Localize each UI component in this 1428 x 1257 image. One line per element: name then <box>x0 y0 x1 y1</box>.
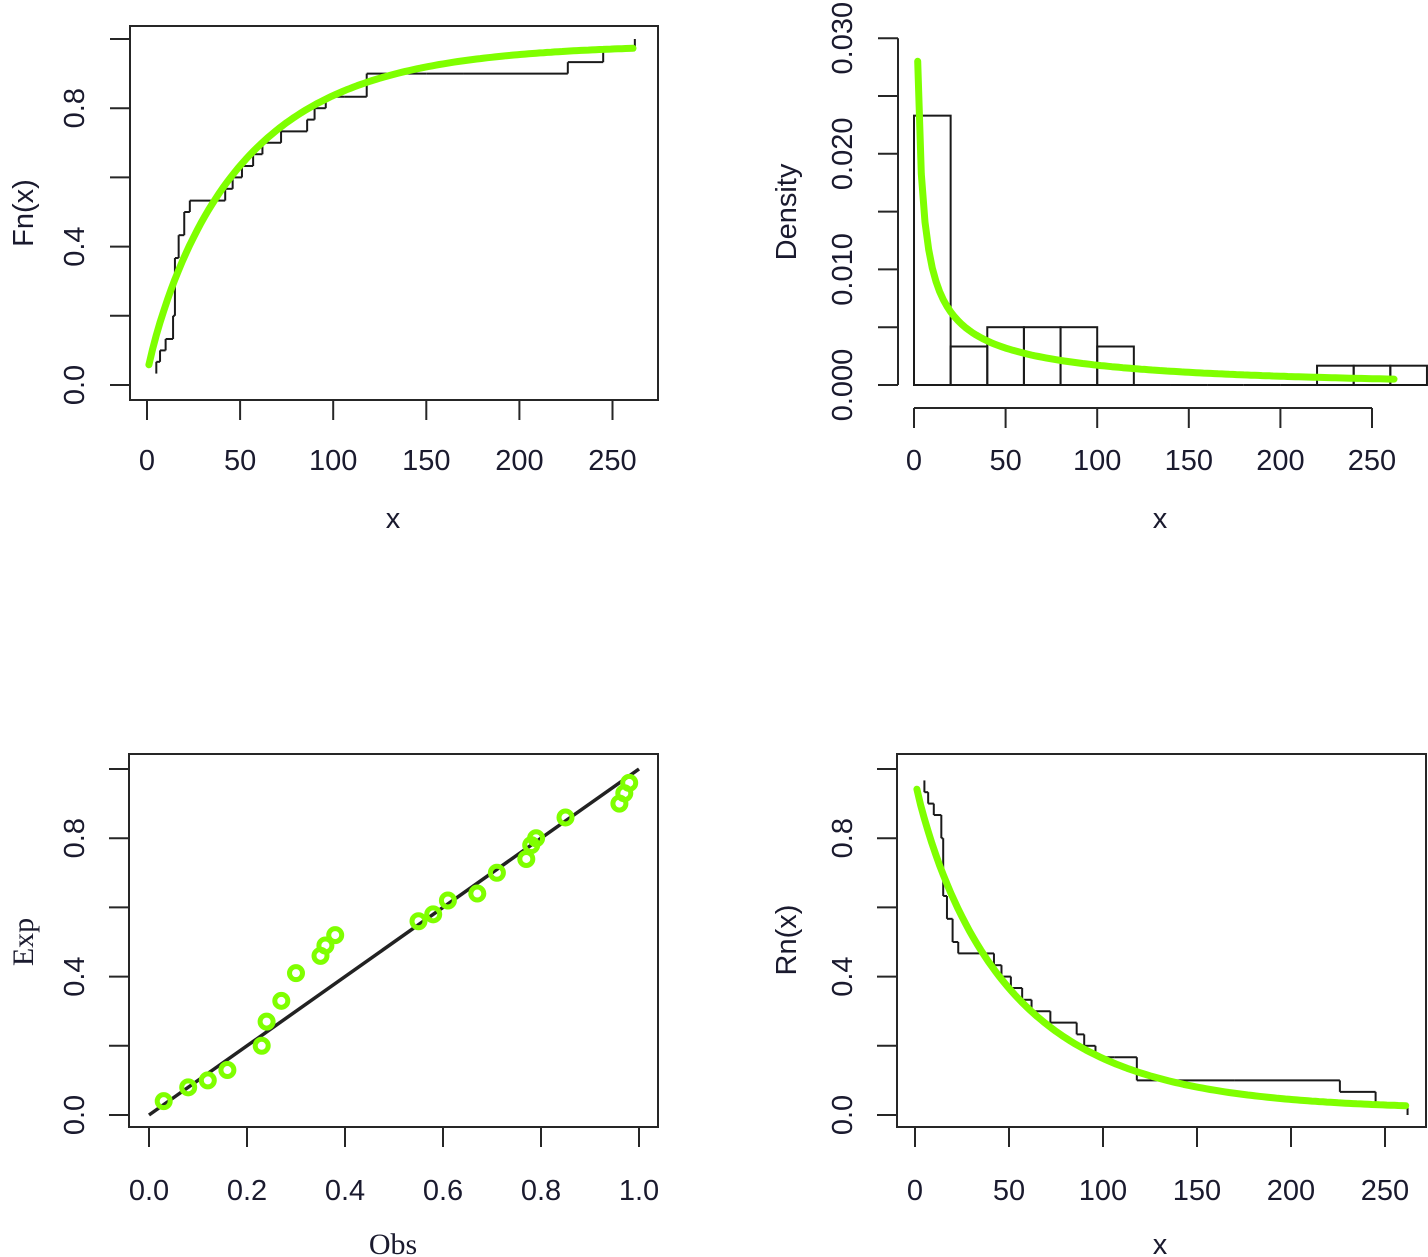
pp-point <box>409 912 428 931</box>
y-tick-label: 0.010 <box>827 233 859 306</box>
ecdf-y-ticks: 0.0 0.4 0.8 <box>59 38 130 405</box>
survival-plot-area <box>913 780 1410 1115</box>
pp-point <box>468 884 487 903</box>
pp-point <box>620 773 639 792</box>
x-tick-label: 100 <box>309 445 357 477</box>
pp-y-ticks: 0.0 0.4 0.8 <box>59 768 129 1135</box>
pp-point <box>257 1012 276 1031</box>
x-tick-label: 50 <box>989 445 1021 477</box>
pp-point <box>287 964 305 983</box>
y-tick-label: 0.8 <box>59 818 91 858</box>
pp-point <box>424 905 443 924</box>
pp-plot-area <box>147 767 641 1117</box>
survival-fit-curve <box>913 785 1410 1110</box>
x-tick-label: 0.2 <box>227 1175 267 1207</box>
x-tick-label: 250 <box>1361 1175 1409 1207</box>
y-tick-label: 0.4 <box>59 956 91 996</box>
pp-point <box>487 863 506 882</box>
x-tick-label: 150 <box>1173 1175 1221 1207</box>
histogram-x-axis-title: x <box>1153 503 1168 535</box>
y-tick-label: 0.030 <box>827 2 859 75</box>
y-tick-label: 0.4 <box>59 226 91 266</box>
x-tick-label: 0 <box>907 1175 923 1207</box>
pp-y-axis-title: Exp <box>7 918 40 966</box>
histogram-y-ticks: 0.000 0.010 0.020 0.030 <box>827 2 899 422</box>
x-tick-label: 1.0 <box>619 1175 659 1207</box>
x-tick-label: 0.8 <box>521 1175 561 1207</box>
survival-panel: 0 50 100 150 200 250 0.0 0.4 0.8 x Rn(x) <box>771 753 1427 1257</box>
x-tick-label: 100 <box>1073 445 1121 477</box>
y-tick-label: 0.8 <box>827 818 859 858</box>
pp-plot-box <box>128 753 659 1128</box>
pp-point <box>556 808 575 827</box>
pp-point <box>198 1071 217 1090</box>
y-tick-label: 0.0 <box>59 365 91 405</box>
pp-x-axis-title: Obs <box>369 1228 417 1257</box>
ecdf-fit-curve <box>145 44 637 369</box>
pp-point <box>316 936 335 955</box>
ecdf-y-axis-title: Fn(x) <box>8 179 40 247</box>
x-tick-label: 0 <box>139 445 155 477</box>
x-tick-label: 150 <box>1165 445 1213 477</box>
survival-plot-box <box>896 753 1427 1128</box>
x-tick-label: 250 <box>1348 445 1396 477</box>
x-tick-label: 200 <box>1256 445 1304 477</box>
histogram-bar <box>949 345 989 386</box>
ecdf-x-ticks: 0 50 100 150 200 250 <box>139 400 637 477</box>
x-tick-label: 50 <box>993 1175 1025 1207</box>
pp-point <box>272 991 291 1010</box>
y-tick-label: 0.0 <box>827 1095 859 1135</box>
pp-x-ticks: 0.0 0.2 0.4 0.6 0.8 1.0 <box>129 1127 659 1207</box>
ecdf-plot-box <box>129 25 659 401</box>
pp-point <box>179 1078 198 1097</box>
x-tick-label: 200 <box>495 445 543 477</box>
pp-point <box>517 849 536 868</box>
histogram-bar <box>1059 326 1099 387</box>
y-tick-label: 0.000 <box>827 349 859 422</box>
y-tick-label: 0.4 <box>827 956 859 996</box>
x-tick-label: 0 <box>906 445 922 477</box>
ecdf-panel: 0 50 100 150 200 250 0.0 0.4 0.8 x Fn(x) <box>8 25 659 535</box>
pp-point <box>326 926 345 945</box>
histogram-bar <box>913 114 952 386</box>
y-tick-label: 0.020 <box>827 118 859 191</box>
histogram-x-ticks: 0 50 100 150 200 250 <box>906 407 1396 477</box>
survival-x-axis-title: x <box>1153 1229 1168 1257</box>
survival-y-axis-title: Rn(x) <box>771 905 803 976</box>
histogram-plot-area <box>913 57 1428 387</box>
histogram-panel: 0 50 100 150 200 250 0.000 0.010 0.020 0.030 x D… <box>771 2 1428 535</box>
x-tick-label: 200 <box>1267 1175 1315 1207</box>
y-tick-label: 0.0 <box>59 1095 91 1135</box>
pp-point <box>527 829 546 848</box>
pp-point <box>438 891 457 910</box>
survival-y-ticks: 0.0 0.4 0.8 <box>827 768 897 1135</box>
pp-plot-panel: 0.0 0.2 0.4 0.6 0.8 1.0 0.0 0.4 0.8 Obs Exp <box>7 753 659 1257</box>
x-tick-label: 0.4 <box>325 1175 365 1207</box>
histogram-y-axis-title: Density <box>771 163 803 260</box>
x-tick-label: 250 <box>588 445 636 477</box>
x-tick-label: 150 <box>402 445 450 477</box>
reference-diagonal-line <box>147 767 641 1117</box>
pp-point <box>218 1061 237 1080</box>
y-tick-label: 0.8 <box>59 88 91 128</box>
histogram-bar <box>986 326 1025 387</box>
histogram-bar <box>1389 364 1428 386</box>
ecdf-x-axis-title: x <box>386 503 401 535</box>
x-tick-label: 0.6 <box>423 1175 463 1207</box>
pp-point <box>154 1092 173 1111</box>
survival-x-ticks: 0 50 100 150 200 250 <box>907 1127 1409 1207</box>
x-tick-label: 100 <box>1079 1175 1127 1207</box>
x-tick-label: 0.0 <box>129 1175 169 1207</box>
histogram-density-curve <box>914 57 1398 383</box>
x-tick-label: 50 <box>224 445 256 477</box>
ecdf-plot-area <box>145 39 637 374</box>
pp-point <box>252 1036 271 1055</box>
